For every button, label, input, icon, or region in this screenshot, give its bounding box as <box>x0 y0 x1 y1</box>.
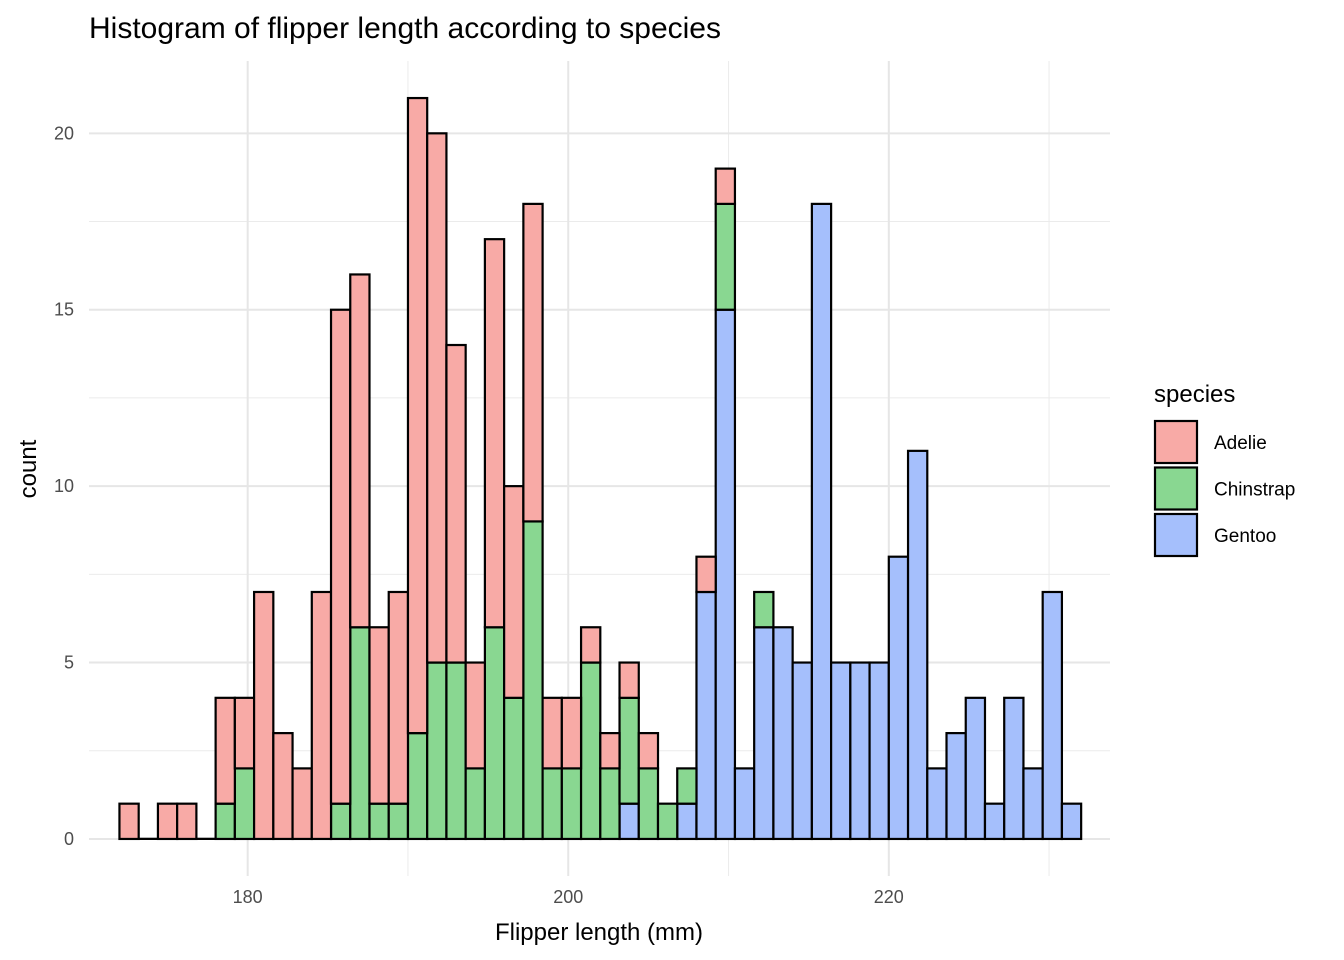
bar-adelie <box>599 732 621 770</box>
bar-adelie <box>176 802 198 841</box>
bar-chinstrap <box>753 590 775 629</box>
bar-chinstrap <box>426 661 448 841</box>
y-tick-label: 20 <box>54 123 74 143</box>
bar-adelie <box>464 661 486 770</box>
bar-gentoo <box>868 661 890 841</box>
bar-adelie <box>714 167 737 205</box>
x-axis-label: Flipper length (mm) <box>495 919 703 946</box>
bar-adelie <box>522 202 544 523</box>
x-tick-label: 180 <box>233 887 263 907</box>
bar-gentoo <box>618 802 640 841</box>
x-tick-label: 200 <box>553 887 583 907</box>
bar-adelie <box>214 696 236 805</box>
bar-gentoo <box>1041 590 1064 841</box>
legend-title: species <box>1154 381 1235 408</box>
legend-swatch-adelie <box>1153 419 1199 465</box>
bar-adelie <box>272 732 294 841</box>
bar-adelie <box>426 132 448 664</box>
bar-adelie <box>118 802 140 841</box>
bar-adelie <box>387 590 410 805</box>
bar-gentoo <box>1022 767 1044 841</box>
bar-chinstrap <box>676 767 698 805</box>
bar-chinstrap <box>618 696 640 805</box>
y-axis-ticks: 0 5 10 15 20 <box>54 123 74 849</box>
bar-chinstrap <box>368 802 390 841</box>
bar-chinstrap <box>214 802 236 841</box>
bar-gentoo <box>830 661 852 841</box>
y-tick-label: 5 <box>64 653 74 673</box>
legend-label-gentoo: Gentoo <box>1214 526 1276 547</box>
bar-chinstrap <box>329 802 352 841</box>
y-tick-label: 10 <box>54 476 74 496</box>
bar-chinstrap <box>656 802 679 841</box>
bar-chinstrap <box>483 626 506 841</box>
bar-adelie <box>445 343 467 664</box>
bar-adelie <box>637 732 660 770</box>
bar-chinstrap <box>599 767 621 841</box>
bar-adelie <box>349 273 371 629</box>
bar-adelie <box>483 238 506 629</box>
bar-gentoo <box>695 590 717 841</box>
bar-chinstrap <box>541 767 563 841</box>
bar-adelie <box>291 767 313 841</box>
bar-chinstrap <box>233 767 256 841</box>
bar-adelie <box>310 590 333 841</box>
bar-gentoo <box>810 202 833 841</box>
bar-adelie <box>618 661 640 699</box>
x-axis-ticks: 180 200 220 <box>233 887 904 907</box>
bar-gentoo <box>753 626 775 841</box>
bar-gentoo <box>772 626 794 841</box>
bar-gentoo <box>791 661 813 841</box>
bar-gentoo <box>733 767 756 841</box>
bar-gentoo <box>964 696 987 841</box>
legend-swatch-gentoo <box>1153 512 1199 558</box>
legend: species Adelie Chinstrap Gentoo <box>1153 381 1295 558</box>
bar-gentoo <box>676 802 698 841</box>
bar-adelie <box>406 96 429 735</box>
bar-chinstrap <box>406 732 429 841</box>
bar-gentoo <box>945 732 967 841</box>
bar-chinstrap <box>714 202 737 311</box>
bar-adelie <box>695 555 717 594</box>
y-tick-label: 15 <box>54 300 74 320</box>
x-tick-label: 220 <box>874 887 904 907</box>
bar-chinstrap <box>503 696 525 841</box>
legend-swatch-chinstrap <box>1153 466 1199 511</box>
bar-gentoo <box>1003 696 1025 841</box>
bar-gentoo <box>906 449 929 841</box>
bar-gentoo <box>849 661 871 841</box>
bar-gentoo <box>983 802 1006 841</box>
legend-label-adelie: Adelie <box>1214 433 1267 454</box>
bar-adelie <box>503 485 525 699</box>
bar-adelie <box>368 626 390 805</box>
bar-chinstrap <box>522 520 544 841</box>
bar-chinstrap <box>560 767 583 841</box>
chart-title: Histogram of flipper length according to… <box>89 12 721 45</box>
bar-adelie <box>233 696 256 770</box>
bar-adelie <box>156 802 179 841</box>
bars-layer <box>118 96 1083 841</box>
bar-adelie <box>560 696 583 770</box>
bar-chinstrap <box>579 661 602 841</box>
bar-chinstrap <box>637 767 660 841</box>
bar-chinstrap <box>464 767 486 841</box>
y-tick-label: 0 <box>64 829 74 849</box>
bar-chinstrap <box>387 802 410 841</box>
bar-gentoo <box>714 308 737 841</box>
bar-adelie <box>329 308 352 805</box>
bar-adelie <box>252 590 275 841</box>
bar-gentoo <box>887 555 910 841</box>
bar-gentoo <box>926 767 948 841</box>
legend-label-chinstrap: Chinstrap <box>1214 480 1295 501</box>
bar-chinstrap <box>349 626 371 841</box>
bar-adelie <box>579 626 602 664</box>
bar-chinstrap <box>445 661 467 841</box>
bar-adelie <box>541 696 563 770</box>
bar-gentoo <box>1060 802 1083 841</box>
y-axis-label: count <box>15 439 42 498</box>
